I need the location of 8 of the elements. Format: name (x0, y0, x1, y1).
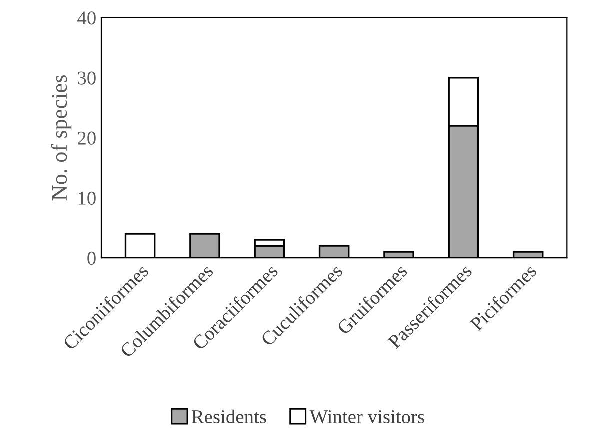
y-tick-label: 40 (78, 12, 96, 25)
legend-label: Residents (192, 410, 266, 424)
y-tick-label: 0 (88, 252, 96, 266)
y-tick-label: 20 (78, 132, 96, 145)
legend-label: Winter visitors (310, 410, 424, 424)
y-tick-label: 30 (78, 72, 96, 85)
y-axis-title: No. of species (51, 76, 72, 201)
y-tick-label: 10 (78, 192, 96, 205)
